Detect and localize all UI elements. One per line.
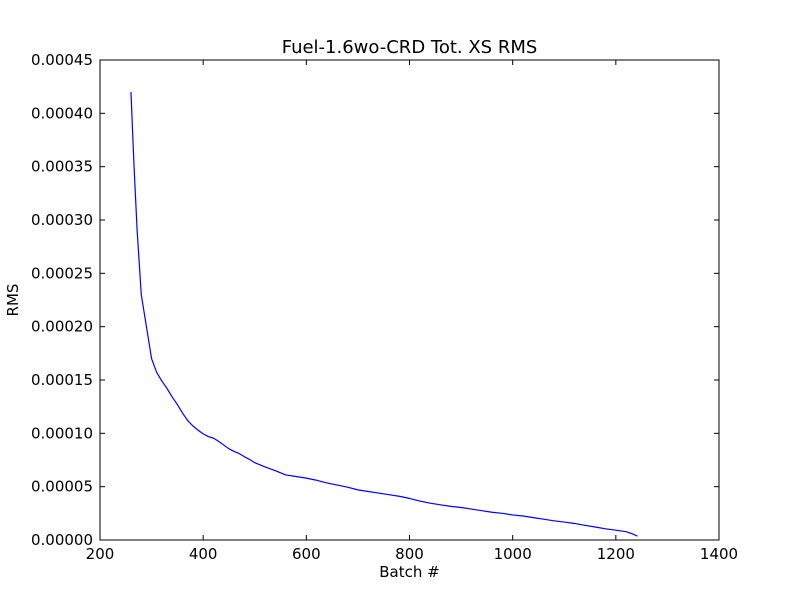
y-tick-label: 0.00000	[31, 531, 93, 549]
x-tick-label: 600	[292, 545, 321, 563]
y-tick-label: 0.00020	[31, 318, 93, 336]
y-axis-title: RMS	[4, 284, 22, 317]
y-tick-label: 0.00040	[31, 104, 93, 122]
y-tick-label: 0.00015	[31, 371, 93, 389]
series-layer	[130, 91, 638, 537]
chart-title: Fuel-1.6wo-CRD Tot. XS RMS	[282, 37, 538, 58]
y-tick-label: 0.00025	[31, 264, 93, 282]
y-tick-label: 0.00005	[31, 478, 93, 496]
series-line-rms	[130, 91, 638, 537]
ticks-layer: 200 400 600 800 1000 1200 1400 0.00000 0.00005 0.…	[31, 51, 738, 563]
x-tick-label: 1200	[597, 545, 635, 563]
x-tick-label: 1400	[700, 545, 738, 563]
y-tick-label: 0.00030	[31, 211, 93, 229]
y-tick-label: 0.00045	[31, 51, 93, 69]
y-tick-label: 0.00035	[31, 158, 93, 176]
x-tick-label: 800	[395, 545, 424, 563]
x-tick-label: 400	[189, 545, 218, 563]
y-tick-label: 0.00010	[31, 424, 93, 442]
x-axis-title: Batch #	[379, 563, 439, 581]
x-tick-label: 1000	[494, 545, 532, 563]
x-tick-label: 200	[86, 545, 115, 563]
